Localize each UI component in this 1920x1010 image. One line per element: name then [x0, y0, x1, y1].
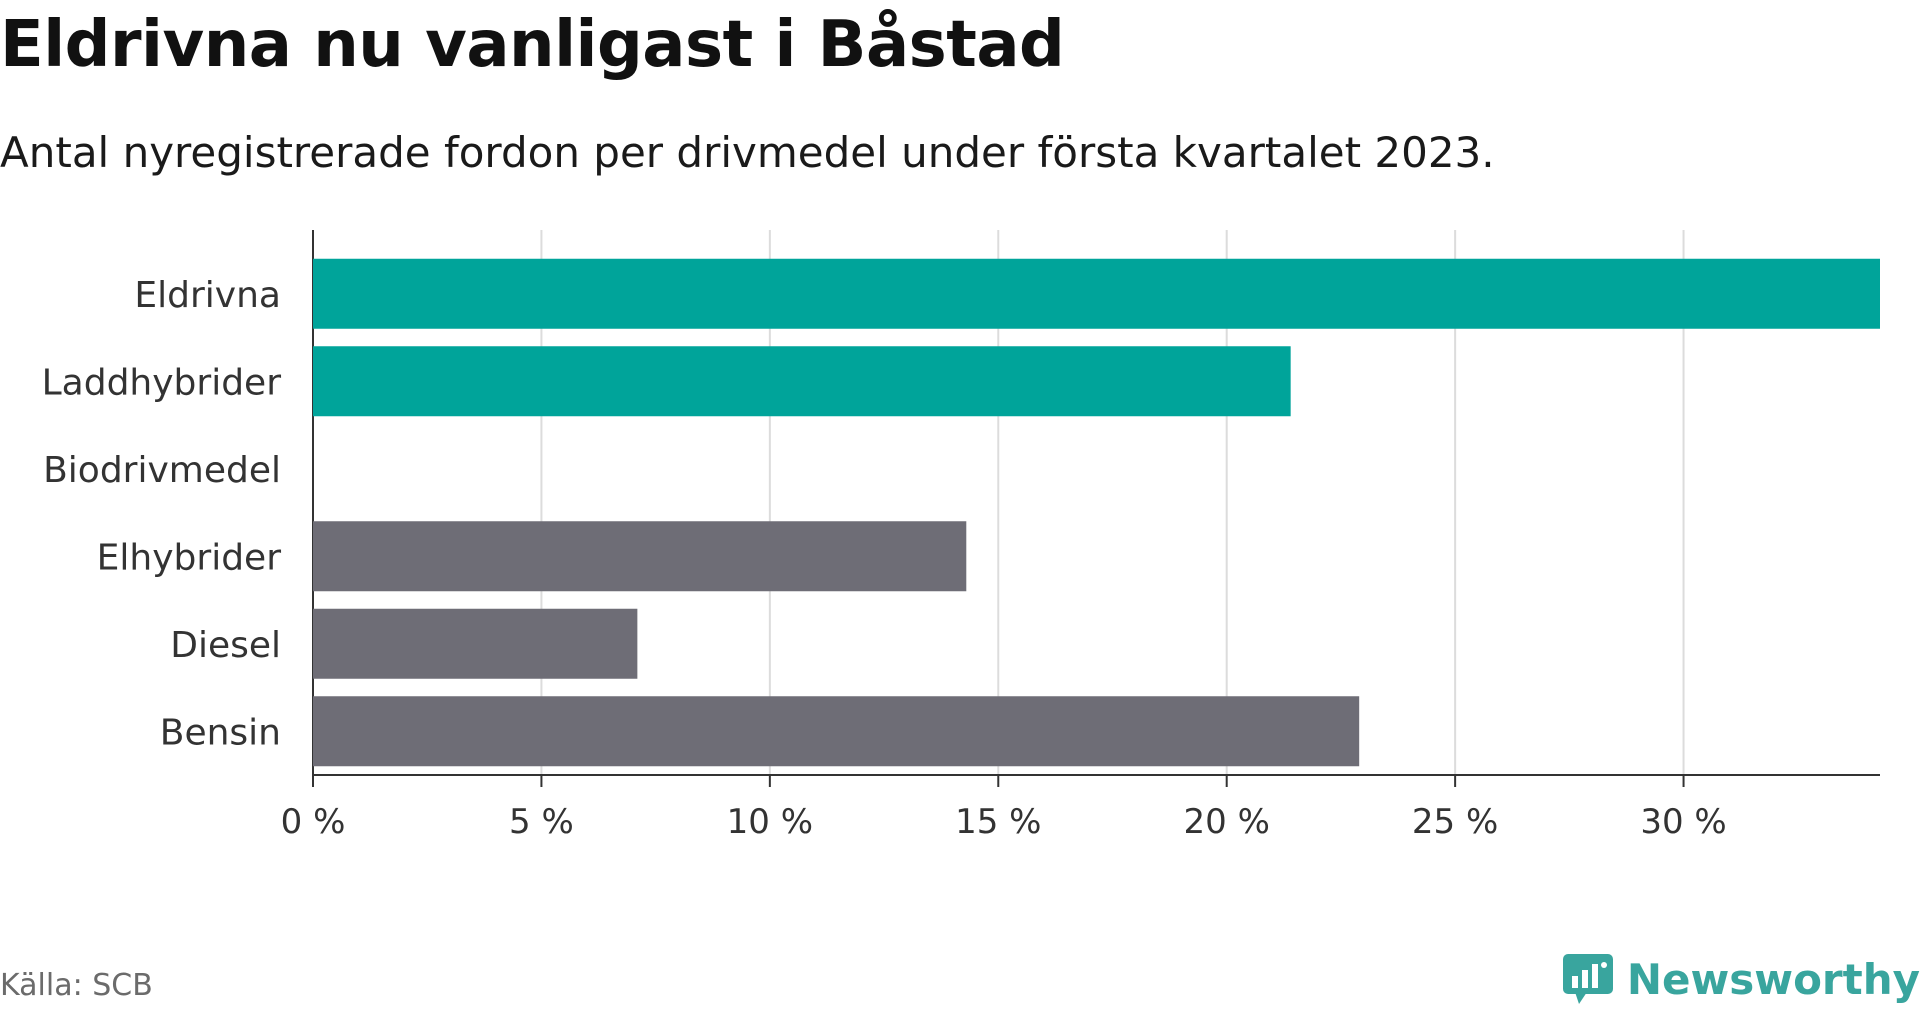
category-label: Diesel — [170, 625, 281, 666]
source-note: Källa: SCB — [0, 968, 153, 1003]
category-label: Laddhybrider — [42, 362, 282, 403]
category-label: Biodrivmedel — [43, 450, 281, 491]
chart-title: Eldrivna nu vanligast i Båstad — [0, 8, 1065, 82]
newsworthy-logo-icon — [1562, 954, 1613, 1004]
x-tick-label: 15 % — [955, 802, 1041, 840]
bar-bensin — [313, 696, 1360, 767]
bar-diesel — [313, 608, 638, 679]
bar-eldrivna — [313, 258, 1880, 329]
x-tick-label: 25 % — [1412, 802, 1498, 840]
bar-elhybrider — [313, 521, 967, 592]
x-tick-label: 5 % — [509, 802, 574, 840]
x-tick-label: 0 % — [281, 802, 346, 840]
x-tick-label: 30 % — [1640, 802, 1726, 840]
bar-chart: Eldrivna Laddhybrider Biodrivmedel Elhybrid… — [42, 230, 1880, 840]
category-label: Elhybrider — [97, 537, 282, 578]
brand-logo: Newsworthy — [1561, 952, 1920, 1006]
bar-laddhybrider — [313, 346, 1291, 417]
x-tick-label: 10 % — [727, 802, 813, 840]
chart-subtitle: Antal nyregistrerade fordon per drivmede… — [0, 128, 1495, 177]
category-label: Bensin — [160, 712, 281, 753]
brand-name: Newsworthy — [1626, 954, 1920, 1004]
x-tick-label: 20 % — [1184, 802, 1270, 840]
category-label: Eldrivna — [134, 275, 281, 316]
